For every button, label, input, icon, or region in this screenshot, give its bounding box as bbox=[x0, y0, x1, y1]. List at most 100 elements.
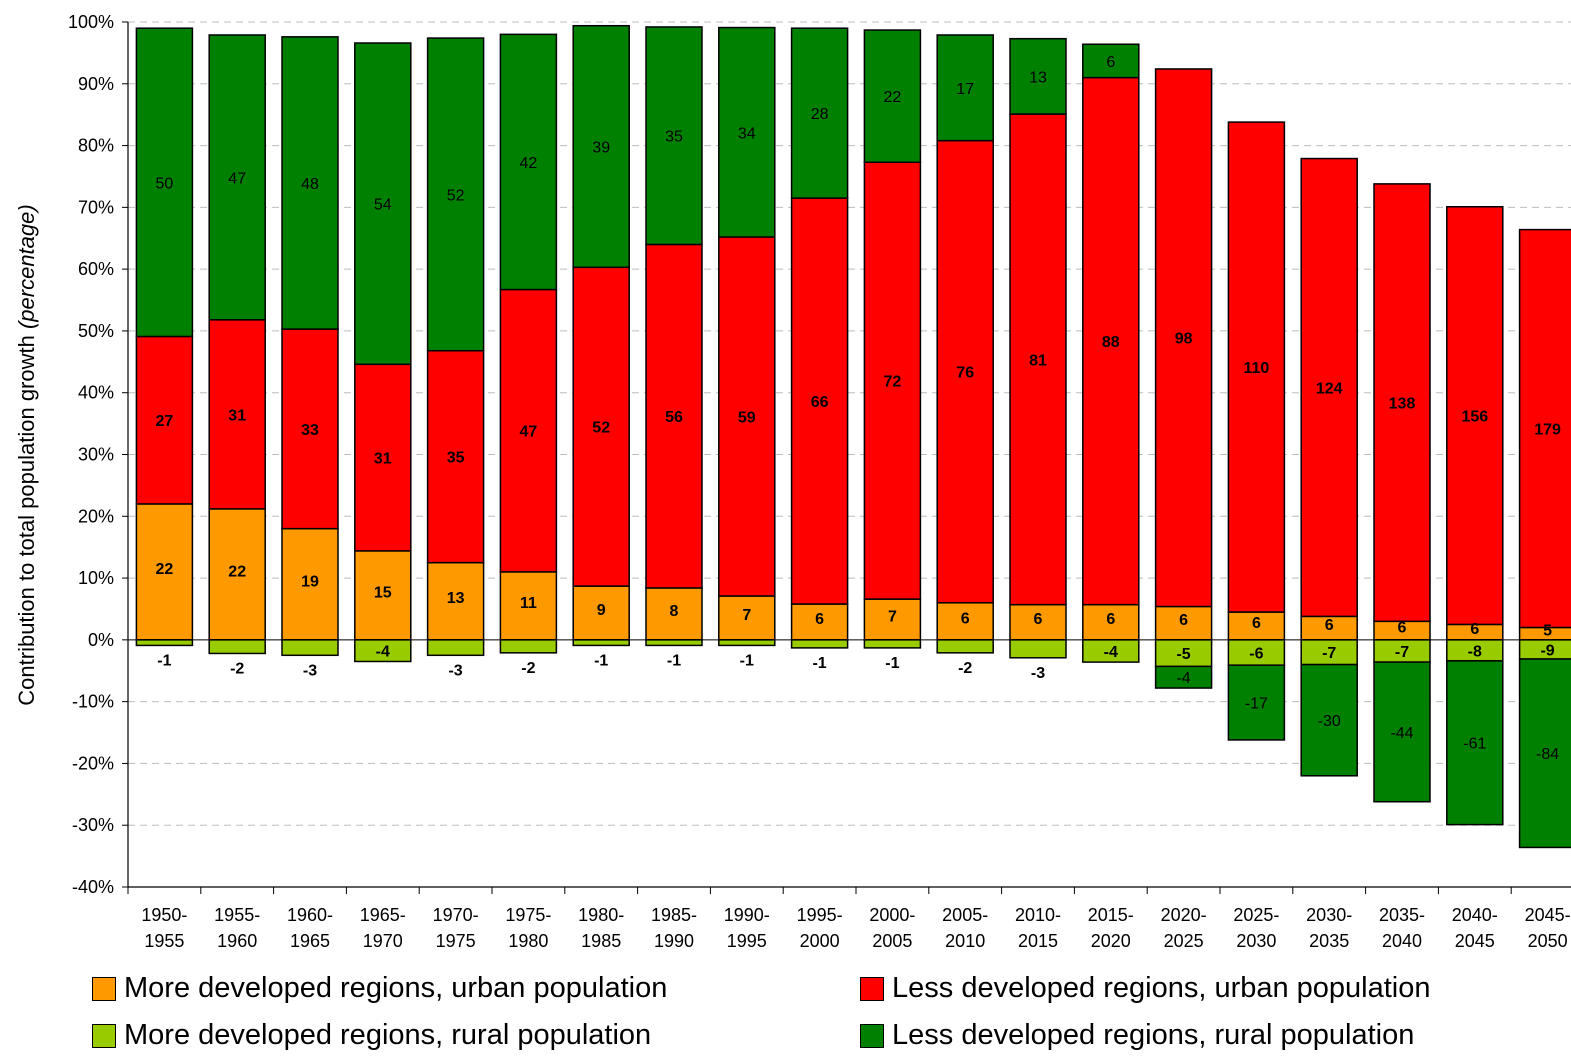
bar-segment bbox=[208, 34, 266, 321]
bar-segment bbox=[718, 26, 776, 238]
value-label: 17 bbox=[956, 81, 974, 98]
y-tick-label: -40% bbox=[72, 877, 114, 897]
y-tick-label: 40% bbox=[78, 383, 114, 403]
value-label: 39 bbox=[592, 139, 610, 156]
value-label: 9 bbox=[597, 602, 606, 619]
value-label: 59 bbox=[738, 410, 756, 427]
value-label: -1 bbox=[157, 652, 171, 669]
x-category-label-bottom: 1955 bbox=[144, 931, 184, 951]
value-label: 34 bbox=[738, 125, 756, 142]
value-label: 52 bbox=[447, 187, 465, 204]
bar-segment bbox=[208, 639, 266, 655]
bar-segment bbox=[281, 328, 339, 530]
value-label: 5 bbox=[1543, 623, 1552, 640]
value-label: -7 bbox=[1322, 645, 1336, 662]
bar-segment bbox=[718, 595, 776, 641]
legend-swatch-less-urban bbox=[860, 976, 884, 1001]
bar-segment bbox=[1009, 603, 1067, 641]
legend-label-more-rural: More developed regions, rural population bbox=[124, 1019, 652, 1051]
x-category-label-top: 1955- bbox=[214, 905, 260, 925]
bar-segment bbox=[572, 639, 630, 647]
y-tick-label: 10% bbox=[78, 568, 114, 588]
value-label: 6 bbox=[1252, 615, 1261, 632]
value-label: -1 bbox=[885, 655, 899, 672]
x-category-label-bottom: 2045 bbox=[1455, 931, 1495, 951]
value-label: 56 bbox=[665, 409, 683, 426]
x-category-label-bottom: 1965 bbox=[290, 931, 330, 951]
value-label: 31 bbox=[228, 407, 246, 424]
y-tick-label: 60% bbox=[78, 259, 114, 279]
legend-label-more-urban: More developed regions, urban population bbox=[124, 972, 668, 1004]
value-label: 81 bbox=[1029, 352, 1047, 369]
value-label: -4 bbox=[1104, 644, 1118, 661]
y-tick-label: 90% bbox=[78, 74, 114, 94]
legend-item-less-urban: Less developed regions, urban population bbox=[860, 972, 1431, 1005]
value-label: 52 bbox=[592, 420, 610, 437]
bar-segment bbox=[1373, 183, 1431, 623]
bar-segment bbox=[936, 34, 994, 142]
bar-segment bbox=[936, 139, 994, 604]
value-label: 6 bbox=[1398, 620, 1407, 637]
value-label: 19 bbox=[301, 573, 319, 590]
value-label: 76 bbox=[956, 365, 974, 382]
bar-segment bbox=[1082, 76, 1140, 606]
bar-segment bbox=[1154, 665, 1213, 689]
x-category-label-top: 2010- bbox=[1015, 905, 1061, 925]
x-category-label-top: 1995- bbox=[797, 905, 843, 925]
bar-segment bbox=[208, 319, 266, 510]
bar-segment bbox=[936, 639, 994, 654]
value-label: 6 bbox=[1325, 617, 1334, 634]
x-category-label-bottom: 1990 bbox=[654, 931, 694, 951]
value-label: -9 bbox=[1540, 642, 1554, 659]
value-label: 98 bbox=[1175, 331, 1193, 348]
x-category-label-bottom: 2025 bbox=[1164, 931, 1204, 951]
value-label: 7 bbox=[888, 608, 897, 625]
y-tick-label: -20% bbox=[72, 753, 114, 773]
bar-segment bbox=[499, 288, 558, 573]
bar-segment bbox=[645, 26, 703, 246]
value-label: 22 bbox=[884, 89, 902, 106]
value-label: -3 bbox=[1031, 665, 1045, 682]
bar-segment bbox=[1227, 121, 1286, 613]
bar-segment bbox=[1373, 661, 1431, 803]
value-label: 33 bbox=[301, 422, 319, 439]
x-category-label-bottom: 2040 bbox=[1382, 931, 1422, 951]
value-label: 7 bbox=[742, 607, 751, 624]
x-category-label-top: 2025- bbox=[1233, 905, 1279, 925]
x-category-label-bottom: 2050 bbox=[1528, 931, 1568, 951]
bar-segment bbox=[1518, 228, 1571, 629]
stacked-bar-chart: 22 27 50 -1 22 31 47 -2 19 33 48 -3 15 31 54 -4 13 35 52 -3… bbox=[14, 12, 1571, 951]
legend-item-less-rural: Less developed regions, rural population bbox=[860, 1019, 1414, 1052]
value-label: 66 bbox=[811, 394, 829, 411]
value-label: -2 bbox=[521, 660, 535, 677]
value-label: 22 bbox=[156, 561, 174, 578]
value-label: 6 bbox=[961, 610, 970, 627]
value-label: -1 bbox=[667, 652, 681, 669]
bar-segment bbox=[863, 598, 922, 641]
x-category-label-top: 1990- bbox=[724, 905, 770, 925]
bar-segment bbox=[863, 639, 922, 649]
value-label: 6 bbox=[1034, 611, 1043, 628]
value-label: 6 bbox=[1106, 54, 1115, 71]
x-category-label-top: 1975- bbox=[505, 905, 551, 925]
value-label: -17 bbox=[1245, 696, 1268, 713]
axes-layer: -40% -30% -20% -10% 0% 10% 20% 30% 40% 50% 60% 70% 8… bbox=[68, 12, 1571, 951]
bar-segment bbox=[426, 561, 485, 641]
value-label: -3 bbox=[303, 662, 317, 679]
bar-segment bbox=[1082, 43, 1140, 79]
bar-segment bbox=[499, 571, 558, 641]
bar-segment bbox=[281, 639, 339, 657]
legend-swatch-less-rural bbox=[860, 1023, 884, 1048]
value-label: -2 bbox=[958, 660, 972, 677]
bar-segment bbox=[1009, 639, 1067, 659]
bar-segment bbox=[1300, 663, 1358, 777]
value-label: 6 bbox=[1179, 612, 1188, 629]
x-category-label-top: 2035- bbox=[1379, 905, 1425, 925]
x-category-label-top: 1960- bbox=[287, 905, 333, 925]
value-label: 11 bbox=[520, 595, 537, 612]
value-label: 15 bbox=[374, 584, 392, 601]
y-tick-label: 70% bbox=[78, 197, 114, 217]
bar-segment bbox=[426, 639, 485, 657]
bar-segment bbox=[1082, 603, 1140, 641]
bar-segment bbox=[1446, 205, 1504, 626]
